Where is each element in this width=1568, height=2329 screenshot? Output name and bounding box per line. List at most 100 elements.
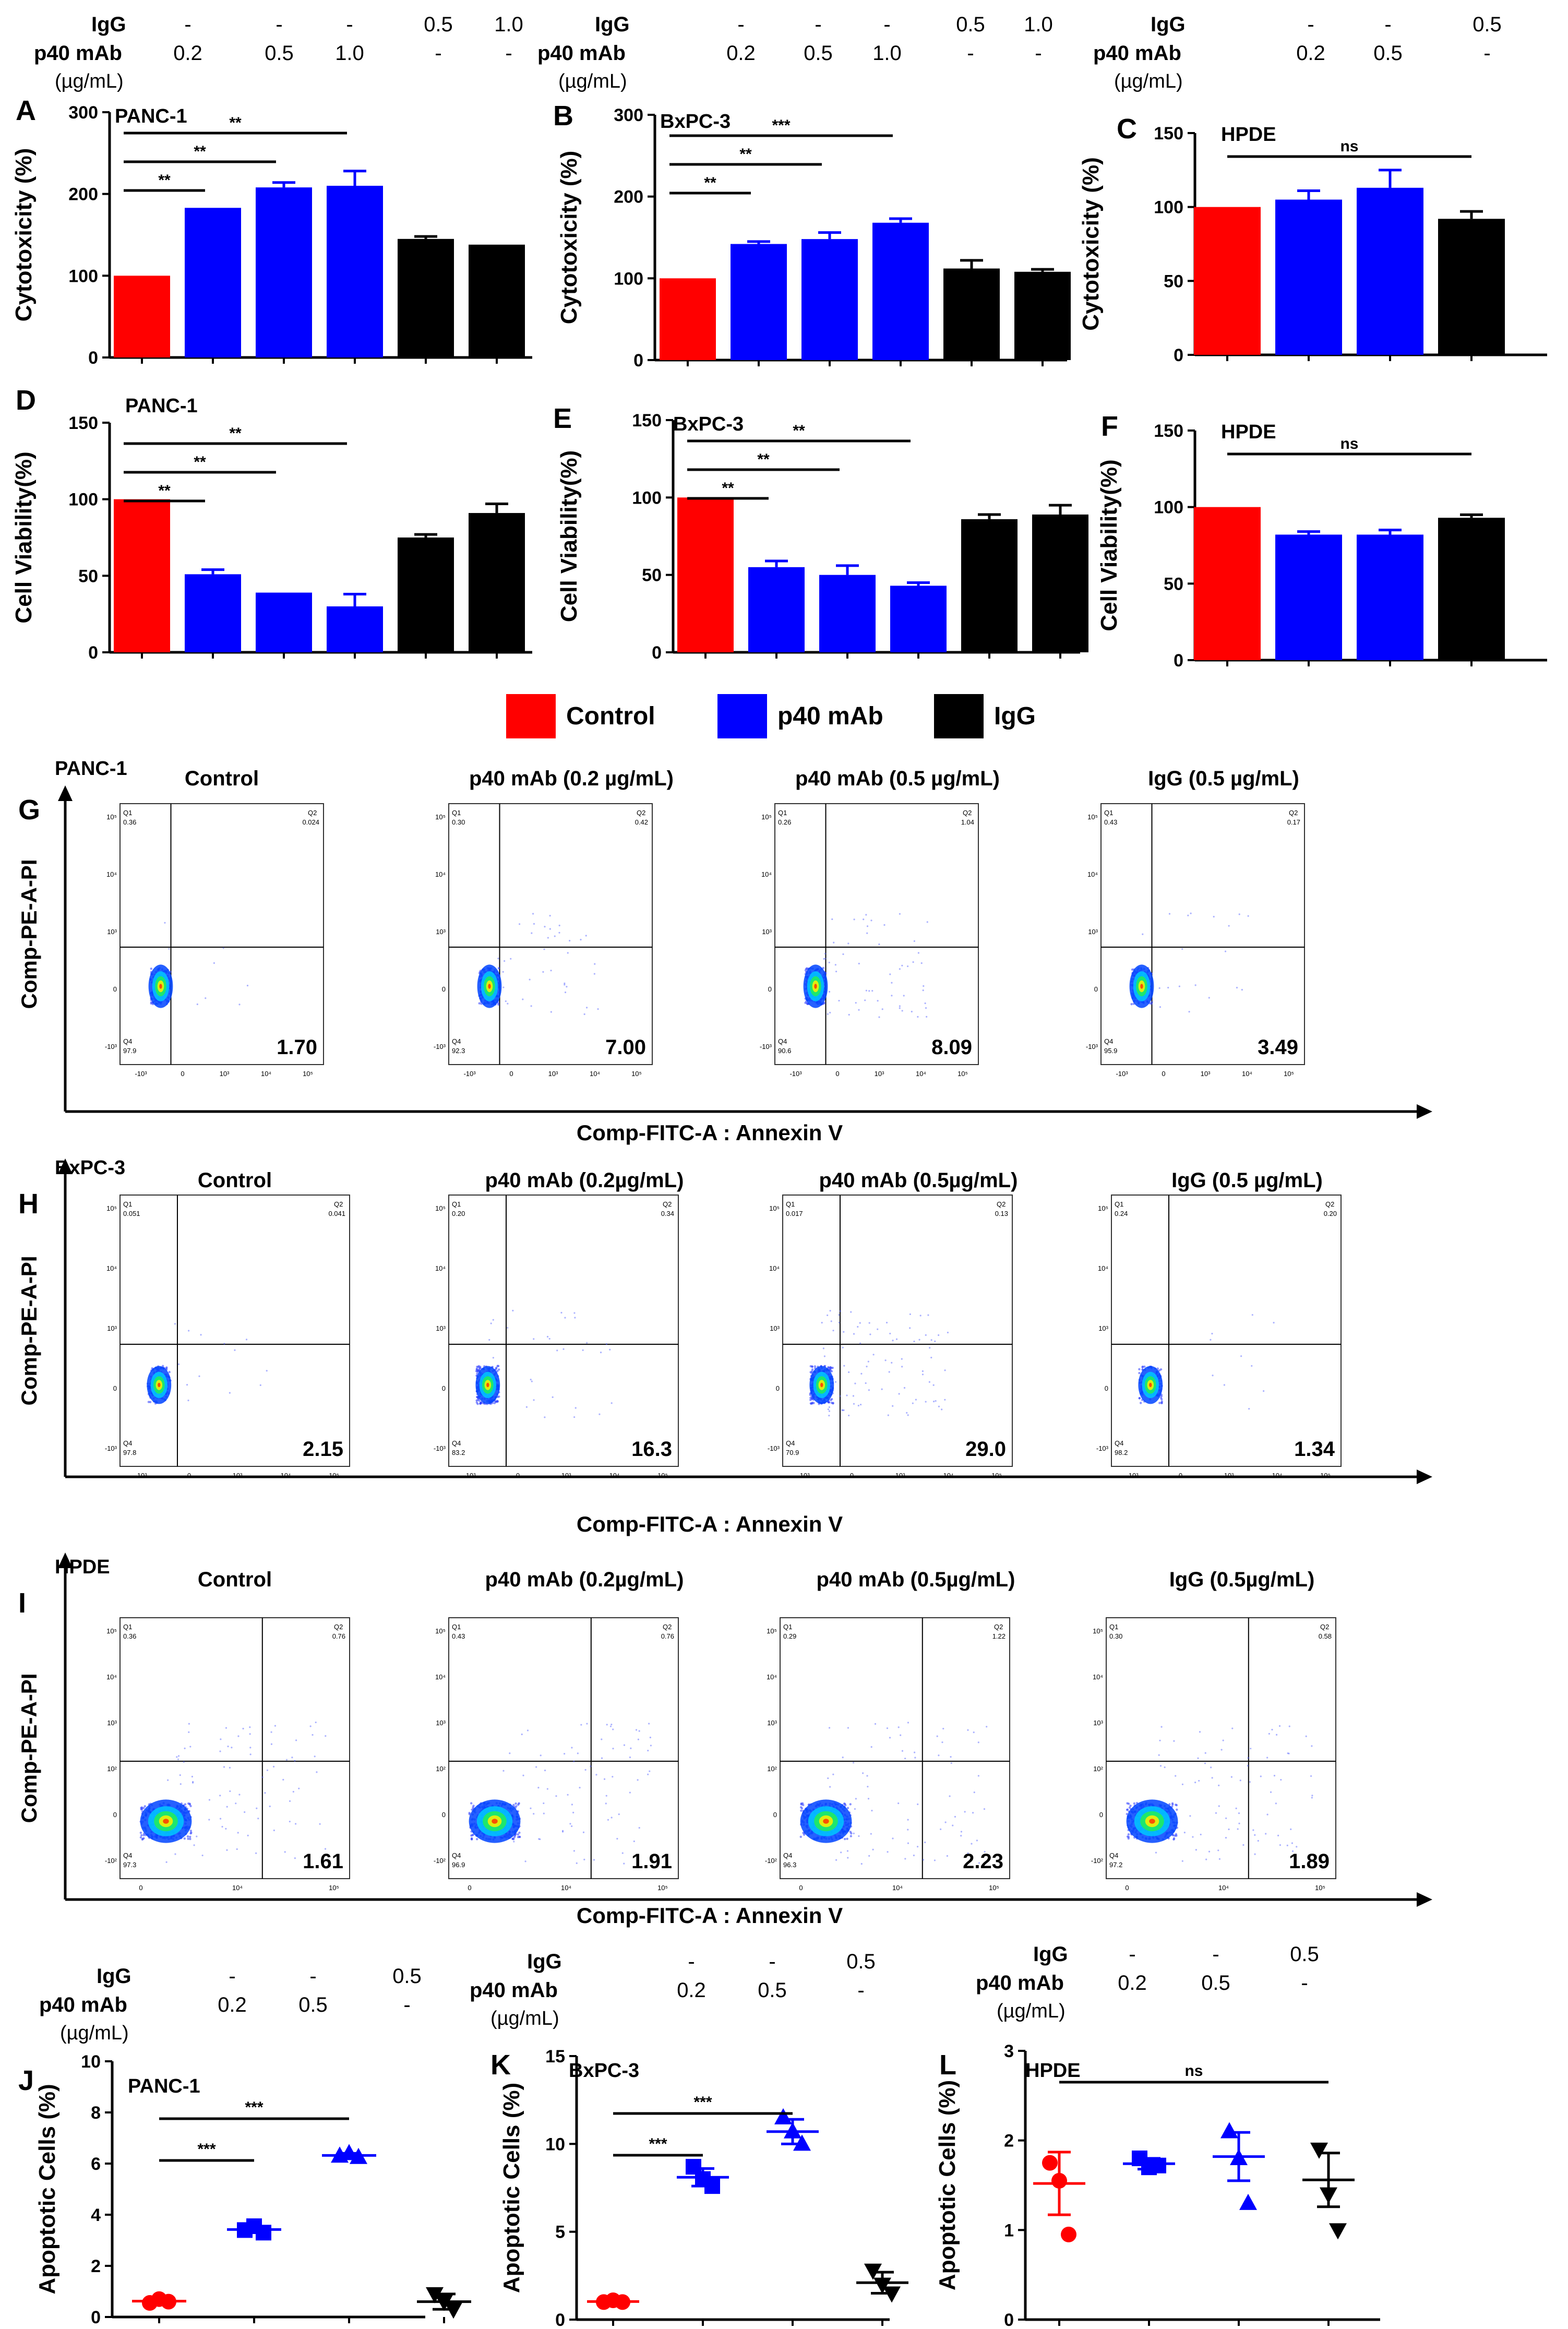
event-dot bbox=[843, 1409, 845, 1411]
event-dot bbox=[316, 1771, 318, 1773]
y-axis-label: Cytotoxicity (%) bbox=[11, 148, 37, 321]
treatment-value: - bbox=[1129, 1943, 1135, 1966]
quadrant-value: 0.58 bbox=[1319, 1632, 1332, 1640]
event-dot bbox=[872, 1354, 875, 1356]
treatment-value: 1.0 bbox=[872, 42, 902, 65]
flow-y-tick: -10³ bbox=[1086, 1043, 1098, 1050]
event-dot bbox=[1127, 1835, 1130, 1838]
panel-label: A bbox=[16, 95, 36, 126]
event-dot bbox=[572, 1811, 574, 1813]
flow-y-tick: -10³ bbox=[434, 1043, 446, 1050]
event-dot bbox=[564, 982, 566, 985]
event-dot bbox=[518, 1802, 520, 1805]
treatment-value: - bbox=[505, 42, 512, 65]
event-dot bbox=[904, 1858, 906, 1860]
event-dot bbox=[1192, 1836, 1194, 1838]
flow-events bbox=[146, 1323, 268, 1405]
event-dot bbox=[1239, 1779, 1241, 1782]
y-tick-label: 150 bbox=[1154, 421, 1183, 441]
event-dot bbox=[1223, 1384, 1226, 1386]
event-dot bbox=[843, 1802, 846, 1805]
flow-plot-title: Control bbox=[198, 1568, 272, 1591]
event-dot bbox=[247, 1834, 249, 1836]
event-dot bbox=[1251, 1314, 1253, 1316]
event-dot bbox=[1158, 987, 1160, 989]
event-dot bbox=[858, 962, 860, 965]
event-dot bbox=[906, 965, 909, 968]
event-dot bbox=[811, 1368, 814, 1371]
event-dot bbox=[907, 1414, 909, 1416]
bar bbox=[660, 278, 716, 360]
event-dot bbox=[891, 995, 893, 997]
event-dot bbox=[950, 1756, 952, 1758]
flow-y-tick: 10³ bbox=[767, 1719, 777, 1727]
event-dot bbox=[853, 1403, 855, 1405]
bar bbox=[1438, 219, 1505, 355]
event-dot bbox=[573, 1312, 576, 1314]
event-dot bbox=[952, 1824, 954, 1826]
event-dot bbox=[901, 1358, 903, 1360]
event-dot bbox=[647, 1773, 649, 1775]
treatment-value: - bbox=[1384, 13, 1391, 36]
legend-label: p40 mAb bbox=[777, 702, 883, 730]
event-dot bbox=[1194, 984, 1196, 986]
event-dot bbox=[858, 1009, 860, 1011]
event-dot bbox=[616, 1837, 618, 1840]
quadrant-value: 0.43 bbox=[1104, 818, 1117, 826]
event-dot bbox=[828, 1727, 831, 1729]
quadrant-value: 83.2 bbox=[452, 1449, 465, 1456]
apoptotic-percent: 3.49 bbox=[1258, 1036, 1298, 1059]
event-dot bbox=[309, 1725, 312, 1727]
event-dot bbox=[564, 1753, 566, 1755]
flow-events bbox=[468, 1723, 652, 1865]
event-dot bbox=[522, 998, 524, 1000]
event-dot bbox=[922, 1859, 925, 1861]
event-dot bbox=[1171, 1802, 1174, 1805]
treatment-value: - bbox=[1307, 13, 1314, 36]
event-dot bbox=[586, 1342, 588, 1344]
data-point bbox=[1151, 2157, 1166, 2173]
event-dot bbox=[623, 1744, 626, 1746]
event-dot bbox=[550, 1011, 552, 1013]
y-tick-label: 0 bbox=[88, 348, 98, 368]
event-dot bbox=[941, 1741, 943, 1743]
event-dot bbox=[540, 1754, 542, 1757]
y-axis-label: Cytotoxicity (%) bbox=[1078, 157, 1104, 330]
event-dot bbox=[871, 990, 873, 992]
y-axis-label: Apoptotic Cells (%) bbox=[935, 2080, 960, 2290]
chart-title: PANC-1 bbox=[115, 105, 187, 127]
event-dot bbox=[573, 1416, 576, 1418]
event-dot bbox=[205, 997, 207, 999]
event-dot bbox=[164, 922, 166, 924]
panel-label: C bbox=[1117, 113, 1137, 145]
flow-x-tick: 10³ bbox=[1224, 1472, 1234, 1479]
quadrant-value: 96.9 bbox=[452, 1861, 465, 1869]
event-dot bbox=[139, 1831, 142, 1834]
event-dot bbox=[929, 1347, 931, 1349]
event-dot bbox=[859, 1322, 861, 1324]
event-dot bbox=[857, 1325, 859, 1328]
flow-x-tick: 0 bbox=[835, 1070, 839, 1078]
flow-x-tick: -10³ bbox=[789, 1070, 802, 1078]
flow-plot-title: IgG (0.5 µg/mL) bbox=[1148, 767, 1299, 790]
event-dot bbox=[878, 1016, 880, 1018]
event-dot bbox=[529, 978, 531, 981]
event-dot bbox=[1228, 1828, 1230, 1831]
arrow-head bbox=[1417, 1104, 1432, 1119]
y-tick-label: 100 bbox=[68, 490, 98, 510]
event-dot bbox=[611, 1817, 613, 1819]
event-dot bbox=[801, 1804, 805, 1807]
data-point bbox=[1042, 2155, 1058, 2171]
flow-y-label: Comp-PE-A-PI bbox=[17, 859, 41, 1009]
bar bbox=[943, 268, 1000, 360]
event-dot bbox=[843, 1837, 846, 1841]
apoptotic-percent: 29.0 bbox=[965, 1438, 1006, 1461]
quadrant-name: Q2 bbox=[637, 809, 645, 817]
bar bbox=[1275, 199, 1342, 355]
event-dot bbox=[847, 1727, 849, 1729]
y-tick-label: 2 bbox=[91, 2256, 101, 2276]
treatment-value: - bbox=[184, 13, 191, 36]
event-dot bbox=[1175, 1775, 1177, 1777]
event-dot bbox=[629, 1791, 631, 1794]
significance-label: ** bbox=[158, 482, 171, 499]
